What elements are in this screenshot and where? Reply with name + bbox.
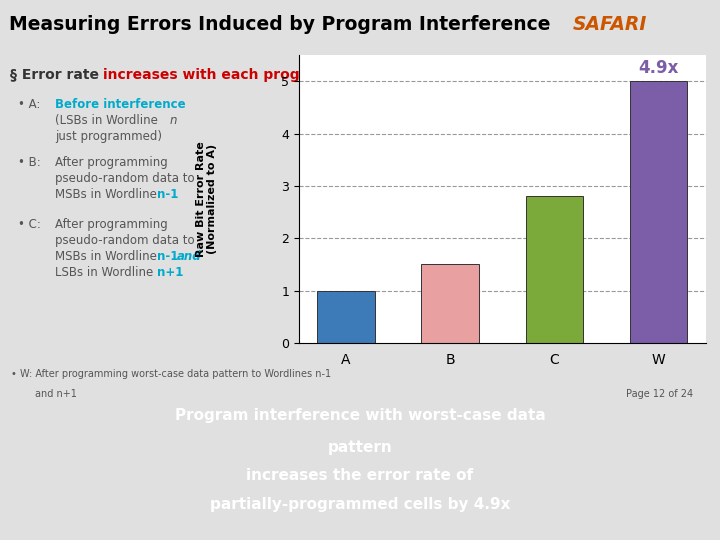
Text: • C:: • C: xyxy=(18,218,41,231)
Text: n-1: n-1 xyxy=(157,249,182,262)
Text: After programming: After programming xyxy=(55,218,168,231)
Text: just programmed): just programmed) xyxy=(55,130,162,143)
Text: n: n xyxy=(170,114,178,127)
Text: • A:: • A: xyxy=(18,98,40,111)
Text: n+1: n+1 xyxy=(157,266,184,279)
Bar xyxy=(421,265,479,343)
Text: LSBs in Wordline: LSBs in Wordline xyxy=(55,266,157,279)
Text: and: and xyxy=(177,249,202,262)
Text: pattern: pattern xyxy=(328,440,392,455)
Text: Before interference: Before interference xyxy=(55,98,186,111)
Text: Program interference with worst-case data: Program interference with worst-case dat… xyxy=(175,408,545,423)
Text: increases the error rate of: increases the error rate of xyxy=(246,468,474,483)
Y-axis label: Raw Bit Error Rate
(Normalized to A): Raw Bit Error Rate (Normalized to A) xyxy=(196,141,217,257)
Text: Page 12 of 24: Page 12 of 24 xyxy=(626,389,693,399)
Text: • W: After programming worst-case data pattern to Wordlines n-1: • W: After programming worst-case data p… xyxy=(11,368,331,379)
Bar xyxy=(318,291,374,343)
Text: MSBs in Wordline: MSBs in Wordline xyxy=(55,249,161,262)
Bar xyxy=(630,81,687,343)
Text: After programming: After programming xyxy=(55,156,168,168)
Text: pseudo-random data to: pseudo-random data to xyxy=(55,172,194,185)
Text: n-1: n-1 xyxy=(157,188,179,201)
Text: increases with each programming step: increases with each programming step xyxy=(103,68,408,82)
Text: 4.9x: 4.9x xyxy=(638,59,679,77)
Text: SAFARI: SAFARI xyxy=(572,15,647,35)
Text: Measuring Errors Induced by Program Interference: Measuring Errors Induced by Program Inte… xyxy=(9,15,551,35)
Bar xyxy=(526,197,583,343)
Text: MSBs in Wordline: MSBs in Wordline xyxy=(55,188,161,201)
Text: § Error rate: § Error rate xyxy=(10,68,99,82)
Text: and n+1: and n+1 xyxy=(35,389,76,399)
Text: pseudo-random data to: pseudo-random data to xyxy=(55,234,194,247)
Text: • B:: • B: xyxy=(18,156,41,168)
Text: partially-programmed cells by 4.9x: partially-programmed cells by 4.9x xyxy=(210,497,510,512)
Text: (LSBs in Wordline: (LSBs in Wordline xyxy=(55,114,161,127)
